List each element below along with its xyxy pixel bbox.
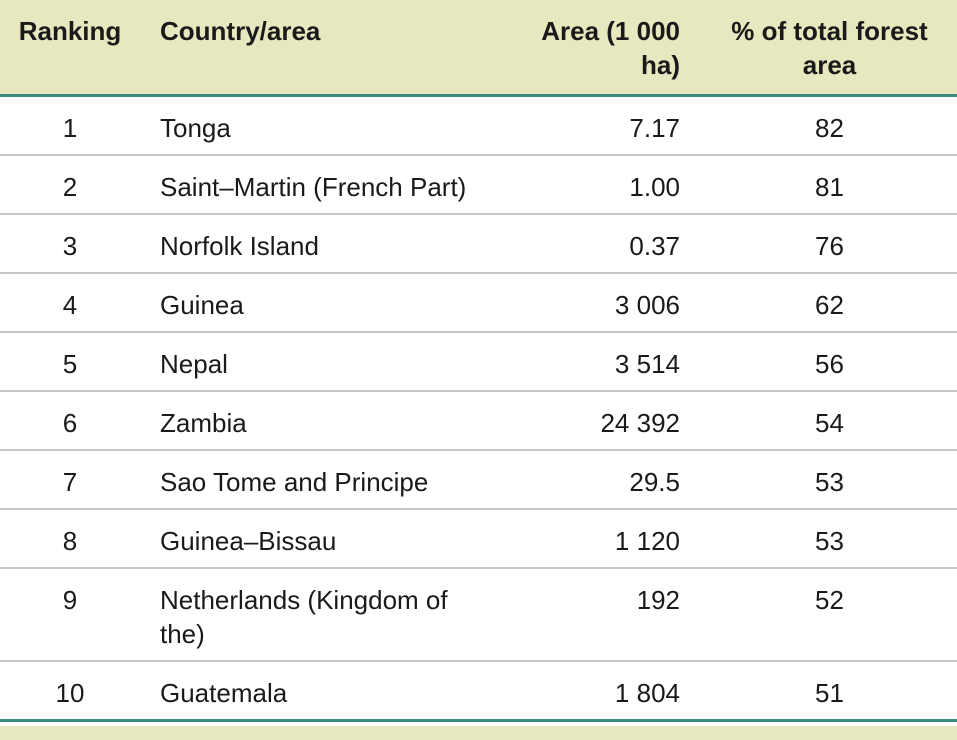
header-percent: % of total forest area: [731, 16, 928, 80]
percent-cell: 62: [815, 290, 844, 320]
percent-cell: 53: [815, 526, 844, 556]
table-row: 10 Guatemala 1 804 51: [0, 661, 957, 721]
table-row: 3 Norfolk Island 0.37 76: [0, 214, 957, 273]
area-cell: 3 006: [614, 290, 680, 320]
percent-cell: 52: [815, 585, 844, 615]
area-cell: 24 392: [600, 408, 680, 438]
rank-cell: 5: [62, 349, 78, 379]
country-cell: Nepal: [160, 349, 228, 379]
table-row: 4 Guinea 3 006 62: [0, 273, 957, 332]
percent-cell: 82: [815, 113, 844, 143]
forest-area-table: Ranking Country/area Area (1 000 ha) % o…: [0, 0, 957, 721]
rank-cell: 6: [62, 408, 78, 438]
rank-cell: 3: [62, 231, 78, 261]
area-cell: 0.37: [629, 231, 680, 261]
country-cell: Saint–Martin (French Part): [160, 172, 467, 202]
area-cell: 29.5: [629, 467, 680, 497]
table-row: 1 Tonga 7.17 82: [0, 96, 957, 155]
header-country: Country/area: [160, 16, 321, 46]
area-cell: 3 514: [614, 349, 680, 379]
footer-band: [0, 726, 957, 740]
table-row: 5 Nepal 3 514 56: [0, 332, 957, 391]
rank-cell: 9: [62, 585, 78, 615]
country-cell: Zambia: [160, 408, 247, 438]
country-cell: Sao Tome and Principe: [160, 467, 429, 497]
percent-cell: 76: [815, 231, 844, 261]
country-cell: Netherlands (Kingdom of the): [160, 585, 448, 649]
rank-cell: 7: [62, 467, 78, 497]
percent-cell: 81: [815, 172, 844, 202]
area-cell: 1 120: [614, 526, 680, 556]
percent-cell: 51: [815, 678, 844, 708]
country-cell: Guinea–Bissau: [160, 526, 337, 556]
table-row: 8 Guinea–Bissau 1 120 53: [0, 509, 957, 568]
table-row: 6 Zambia 24 392 54: [0, 391, 957, 450]
header-ranking: Ranking: [18, 16, 122, 46]
table-row: 9 Netherlands (Kingdom of the) 192 52: [0, 568, 957, 661]
area-cell: 1.00: [629, 172, 680, 202]
percent-cell: 56: [815, 349, 844, 379]
area-cell: 1 804: [614, 678, 680, 708]
rank-cell: 2: [62, 172, 78, 202]
rank-cell: 8: [62, 526, 78, 556]
table-row: 2 Saint–Martin (French Part) 1.00 81: [0, 155, 957, 214]
area-cell: 7.17: [629, 113, 680, 143]
rank-cell: 1: [62, 113, 78, 143]
area-cell: 192: [636, 585, 680, 615]
table-row: 7 Sao Tome and Principe 29.5 53: [0, 450, 957, 509]
country-cell: Guatemala: [160, 678, 288, 708]
percent-cell: 53: [815, 467, 844, 497]
country-cell: Guinea: [160, 290, 244, 320]
rank-cell: 10: [55, 678, 85, 708]
country-cell: Norfolk Island: [160, 231, 319, 261]
rank-cell: 4: [62, 290, 78, 320]
country-cell: Tonga: [160, 113, 231, 143]
table-header-row: Ranking Country/area Area (1 000 ha) % o…: [0, 0, 957, 96]
header-area: Area (1 000 ha): [541, 16, 680, 80]
percent-cell: 54: [815, 408, 844, 438]
